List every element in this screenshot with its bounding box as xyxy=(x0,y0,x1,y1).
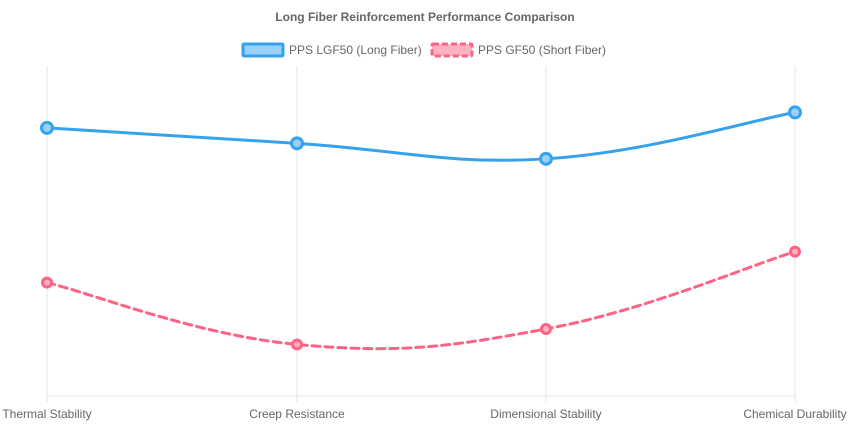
data-point-gf50-0[interactable] xyxy=(41,276,53,289)
x-tick-label-dimensional-stability: Dimensional Stability xyxy=(490,407,601,421)
chart-title: Long Fiber Reinforcement Performance Com… xyxy=(275,10,574,24)
legend-label-gf50: PPS GF50 (Short Fiber) xyxy=(478,43,606,57)
data-point-gf50-2[interactable] xyxy=(540,322,552,335)
data-point-gf50-1[interactable] xyxy=(291,338,303,351)
data-point-lgf50-0[interactable] xyxy=(40,120,54,135)
x-tick-label-thermal-stability: Thermal Stability xyxy=(2,407,91,421)
data-point-lgf50-2[interactable] xyxy=(539,151,553,166)
legend-item-gf50[interactable]: PPS GF50 (Short Fiber) xyxy=(430,42,606,58)
x-tick-label-creep-resistance: Creep Resistance xyxy=(249,407,345,421)
points-layer xyxy=(40,105,802,351)
x-axis: Thermal Stability Creep Resistance Dimen… xyxy=(2,407,846,421)
data-point-lgf50-3[interactable] xyxy=(788,105,802,120)
series-layer xyxy=(45,110,797,351)
series-line-lgf50 xyxy=(45,110,797,162)
legend-swatch-lgf50 xyxy=(241,42,285,58)
x-tick-label-chemical-durability: Chemical Durability xyxy=(743,407,846,421)
data-point-gf50-3[interactable] xyxy=(789,245,801,258)
legend: PPS LGF50 (Long Fiber) PPS GF50 (Short F… xyxy=(241,42,606,58)
grid-lines xyxy=(46,66,796,402)
legend-swatch-gf50 xyxy=(430,42,474,58)
legend-label-lgf50: PPS LGF50 (Long Fiber) xyxy=(289,43,422,57)
data-point-lgf50-1[interactable] xyxy=(290,136,304,151)
legend-item-lgf50[interactable]: PPS LGF50 (Long Fiber) xyxy=(241,42,422,58)
series-line-gf50 xyxy=(45,250,797,351)
